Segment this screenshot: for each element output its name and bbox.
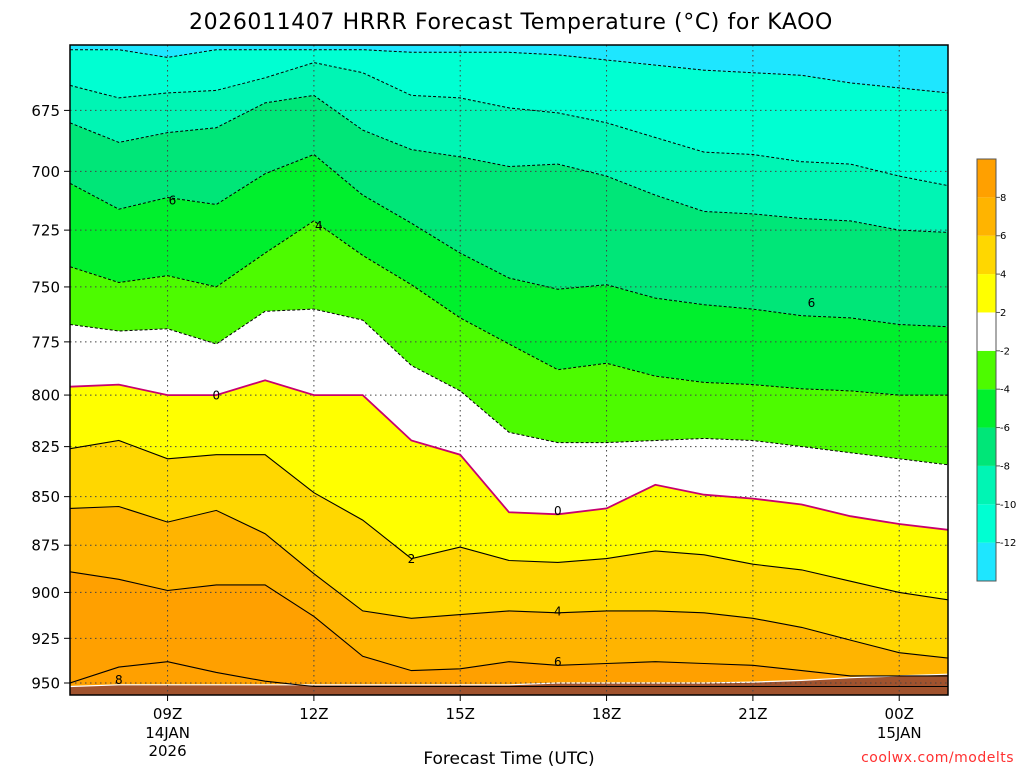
y-tick-label: 825 xyxy=(31,438,60,456)
colorbar-swatch xyxy=(977,274,996,313)
colorbar: 8 6 4 2 -2 -4 -6 -8 -10 -12 xyxy=(976,158,1016,582)
y-tick-label: 900 xyxy=(31,584,60,602)
band--8-to--6 xyxy=(70,95,948,327)
y-tick-label: 675 xyxy=(31,102,60,120)
surface-line xyxy=(70,673,948,688)
y-tick-label: 800 xyxy=(31,387,60,405)
x-tick-label: 12Z xyxy=(299,705,328,723)
colorbar-label: -12 xyxy=(1000,538,1016,549)
colorbar-swatch xyxy=(977,465,996,505)
colorbar-label: -4 xyxy=(1000,385,1010,396)
band-4-to-6 xyxy=(70,506,948,676)
x-tick-label: 00Z xyxy=(885,705,914,723)
isotherm-labels: 6 4 6 0 0 2 4 6 8 xyxy=(115,193,816,687)
x-axis-label: Forecast Time (UTC) xyxy=(423,749,594,768)
colorbar-swatch xyxy=(977,389,996,428)
isotherm-label: 4 xyxy=(315,219,323,233)
band--2-to-0 xyxy=(70,309,948,530)
isotherm--12 xyxy=(70,49,948,94)
temperature-bands xyxy=(70,45,948,695)
band--6-to--4 xyxy=(70,154,948,396)
y-tick-label: 725 xyxy=(31,222,60,240)
isotherm-label: 0 xyxy=(554,504,562,518)
x-tick-sublabel: 14JAN xyxy=(145,724,190,742)
y-tick-label: 925 xyxy=(31,630,60,648)
colorbar-label: 2 xyxy=(1000,308,1006,319)
ground-layer xyxy=(70,673,948,695)
isotherm-2 xyxy=(70,439,948,601)
colorbar-swatch xyxy=(977,312,996,351)
isotherm--2 xyxy=(70,308,948,466)
isotherm-label: 6 xyxy=(808,296,816,310)
isotherm-8 xyxy=(70,661,948,688)
y-tick-label: 775 xyxy=(31,333,60,351)
isotherm-label: 8 xyxy=(115,673,123,687)
colorbar-swatch xyxy=(977,235,996,275)
colorbar-label: -10 xyxy=(1000,500,1016,511)
band-0-to-2 xyxy=(70,380,948,600)
colorbar-swatch xyxy=(977,542,996,581)
isotherm--6 xyxy=(70,153,948,328)
isotherm--10 xyxy=(70,62,948,187)
band-6-to-8 xyxy=(70,571,948,687)
isotherm-label: 4 xyxy=(554,604,562,618)
isotherm-lines xyxy=(70,49,948,688)
colorbar-frame xyxy=(976,158,997,582)
x-tick-label: 15Z xyxy=(446,705,475,723)
x-tick-label: 18Z xyxy=(592,705,621,723)
y-tick-label: 950 xyxy=(31,675,60,693)
y-tick-label: 750 xyxy=(31,278,60,296)
colorbar-label: 6 xyxy=(1000,231,1006,242)
x-tick-label: 21Z xyxy=(738,705,767,723)
band-2-to-4 xyxy=(70,440,948,659)
isotherm--4 xyxy=(70,220,948,396)
isotherm-label: 6 xyxy=(554,655,562,669)
colorbar-swatch xyxy=(977,504,996,543)
isotherm--8 xyxy=(70,94,948,233)
y-tick-label: 850 xyxy=(31,488,60,506)
colorbar-label: 4 xyxy=(1000,270,1006,281)
plot-frame xyxy=(69,44,949,696)
x-tick-sublabel: 2026 xyxy=(148,742,186,760)
colorbar-swatch xyxy=(977,159,996,198)
colorbar-swatch xyxy=(977,350,996,390)
x-tick-sublabel: 15JAN xyxy=(877,724,922,742)
chart-title: 2026011407 HRRR Forecast Temperature (°C… xyxy=(189,10,833,35)
isotherm-label: 2 xyxy=(408,552,416,566)
isotherm-label: 6 xyxy=(169,193,177,207)
isotherm-label: 0 xyxy=(213,389,221,403)
band--4-to--2 xyxy=(70,220,948,465)
ground-fill xyxy=(70,674,948,695)
colorbar-label: -8 xyxy=(1000,461,1010,472)
x-tick-label: 09Z xyxy=(153,705,182,723)
isotherm-0 xyxy=(70,379,948,531)
pressure-axis: 675 700 725 750 775 800 825 850 875 900 925 950 xyxy=(31,102,70,693)
band--10-to--8 xyxy=(70,62,948,233)
colorbar-label: -2 xyxy=(1000,346,1010,357)
colorbar-swatch xyxy=(977,197,996,236)
y-tick-label: 700 xyxy=(31,163,60,181)
band-below-minus12 xyxy=(70,45,948,93)
colorbar-swatch xyxy=(977,427,996,466)
band--12-to--10 xyxy=(70,49,948,186)
isotherm-4 xyxy=(70,505,948,659)
y-tick-label: 875 xyxy=(31,537,60,555)
isotherm-6 xyxy=(70,571,948,677)
plot-area: 6 4 6 0 0 2 4 6 8 xyxy=(70,45,948,695)
colorbar-label: -6 xyxy=(1000,423,1010,434)
colorbar-label: 8 xyxy=(1000,193,1006,204)
watermark: coolwx.com/modelts xyxy=(861,750,1014,766)
